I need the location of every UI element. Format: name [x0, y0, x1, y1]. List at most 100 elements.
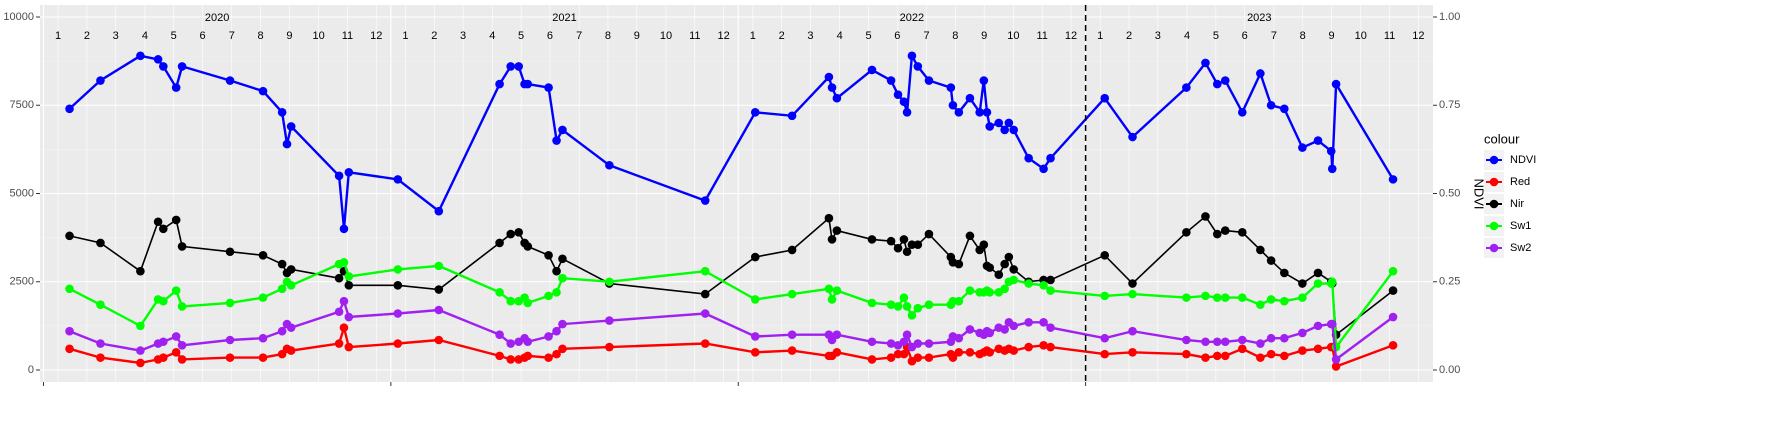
month-label: 2 — [431, 30, 437, 42]
data-point — [827, 83, 837, 92]
data-point — [700, 289, 710, 299]
month-label: 7 — [576, 30, 582, 42]
data-point — [1313, 344, 1323, 354]
data-point — [344, 168, 354, 177]
data-point — [700, 309, 710, 318]
month-label: 2 — [1126, 30, 1132, 42]
data-point — [177, 242, 187, 251]
data-point — [544, 332, 553, 341]
data-point — [954, 348, 964, 357]
data-point — [225, 247, 235, 257]
data-point — [558, 319, 567, 329]
data-point — [393, 280, 403, 290]
data-point — [1212, 229, 1222, 239]
marks — [65, 51, 1398, 371]
month-label: 10 — [312, 30, 324, 42]
data-point — [1237, 344, 1247, 354]
data-point — [282, 139, 292, 149]
data-point — [1212, 351, 1222, 361]
data-point — [1182, 335, 1191, 345]
data-point — [1256, 69, 1265, 78]
data-point — [979, 76, 989, 85]
data-point — [96, 353, 105, 362]
data-point — [824, 284, 834, 294]
month-label: 5 — [171, 30, 177, 42]
month-label: 7 — [229, 30, 235, 42]
data-point — [523, 242, 533, 251]
data-point — [523, 298, 533, 308]
data-point — [605, 277, 614, 287]
data-point — [1009, 125, 1019, 135]
data-point — [1182, 228, 1191, 237]
data-point — [605, 160, 614, 170]
data-point — [171, 83, 181, 92]
legend-label: Red — [1510, 176, 1530, 188]
data-point — [558, 273, 567, 283]
data-point — [913, 353, 923, 362]
data-point — [277, 259, 287, 269]
data-point — [1220, 76, 1230, 85]
year-label: 2023 — [1247, 12, 1271, 24]
data-point — [1024, 342, 1033, 352]
data-point — [1024, 279, 1033, 288]
data-point — [1039, 340, 1048, 350]
data-point — [893, 90, 903, 99]
data-point — [1182, 349, 1191, 359]
y2-tick-label: 0.50 — [1439, 187, 1460, 199]
month-label: 4 — [837, 30, 843, 42]
data-point — [544, 353, 553, 362]
data-point — [924, 353, 934, 362]
month-label: 1 — [1097, 30, 1103, 42]
data-point — [924, 76, 934, 85]
month-label: 9 — [286, 30, 292, 42]
data-point — [750, 108, 760, 117]
data-point — [339, 224, 349, 234]
data-point — [1388, 175, 1398, 184]
month-label: 6 — [547, 30, 553, 42]
month-label: 1 — [750, 30, 756, 42]
data-point — [994, 118, 1004, 128]
data-point — [1128, 289, 1137, 299]
data-point — [277, 326, 287, 336]
data-point — [495, 238, 504, 248]
data-point — [1100, 349, 1110, 359]
data-point — [286, 122, 296, 131]
data-point — [286, 265, 296, 274]
data-point — [286, 280, 296, 290]
data-point — [1182, 293, 1191, 302]
data-point — [750, 295, 760, 304]
year-label: 2021 — [552, 12, 576, 24]
data-point — [159, 337, 168, 347]
data-point — [344, 272, 354, 281]
data-point — [136, 321, 145, 331]
y2-tick-label: 0.25 — [1439, 276, 1460, 288]
data-point — [787, 111, 797, 121]
data-point — [1128, 132, 1137, 142]
data-point — [787, 289, 797, 299]
data-point — [1201, 353, 1210, 362]
month-label: 5 — [865, 30, 871, 42]
data-point — [177, 302, 187, 311]
data-point — [824, 213, 834, 223]
data-point — [1388, 340, 1398, 350]
data-point — [171, 332, 181, 341]
data-point — [832, 286, 842, 295]
data-point — [1201, 337, 1210, 347]
data-point — [65, 104, 74, 114]
data-point — [954, 296, 964, 306]
data-point — [1004, 118, 1014, 128]
legend-label: Sw2 — [1510, 242, 1531, 254]
data-point — [948, 100, 958, 110]
data-point — [907, 51, 917, 61]
data-point — [1212, 337, 1222, 347]
data-point — [1000, 284, 1009, 294]
data-point — [824, 72, 834, 82]
data-point — [393, 309, 403, 318]
data-point — [1009, 346, 1019, 355]
data-point — [1298, 346, 1307, 355]
data-point — [96, 76, 105, 85]
data-point — [434, 261, 444, 271]
data-point — [544, 291, 553, 301]
data-point — [506, 355, 516, 364]
data-point — [975, 108, 984, 117]
